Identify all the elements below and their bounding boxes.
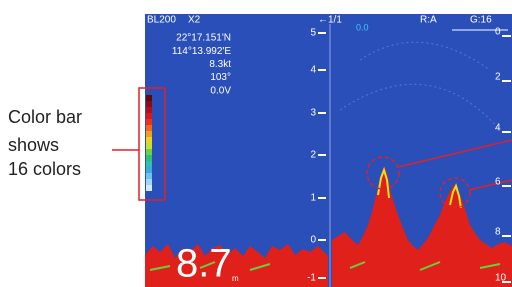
right-scale-label: 2: [495, 72, 501, 83]
color-segment: [146, 119, 152, 125]
color-segment: [146, 185, 152, 191]
color-segment: [146, 167, 152, 173]
offset-label: 0.0: [356, 22, 369, 32]
right-scale-label: 8: [495, 227, 501, 238]
page-arrow: ←: [318, 15, 328, 26]
color-segment: [146, 149, 152, 155]
annotation: Color bar shows 16 colors: [8, 107, 82, 179]
right-scale-label: 0: [495, 27, 501, 38]
left-scale-label: 4: [310, 65, 316, 76]
depth-value: 8.7: [176, 242, 232, 286]
left-scale-label: 3: [310, 108, 316, 119]
left-scale-label: 1: [310, 193, 316, 204]
annotation-line: 16 colors: [8, 159, 81, 179]
left-scale-label: 5: [310, 28, 316, 39]
color-segment: [146, 113, 152, 119]
color-segment: [146, 95, 152, 101]
depth-unit: m: [232, 274, 239, 283]
color-segment: [146, 137, 152, 143]
left-scale-label: -1: [307, 273, 316, 284]
left-scale-label: 2: [310, 150, 316, 161]
info-line: 0.0V: [210, 85, 231, 96]
color-segment: [146, 173, 152, 179]
model-label: BL200: [147, 15, 176, 26]
left-scale-label: 0: [310, 235, 316, 246]
color-segment: [146, 107, 152, 113]
color-segment: [146, 179, 152, 185]
info-line: 103°: [210, 72, 231, 83]
gain-label: G:16: [470, 15, 492, 26]
color-segment: [146, 143, 152, 149]
right-scale-label: 6: [495, 177, 501, 188]
color-bar: [146, 95, 152, 191]
color-segment: [146, 161, 152, 167]
right-scale-label: 4: [495, 123, 501, 134]
color-segment: [146, 125, 152, 131]
color-segment: [146, 131, 152, 137]
screenshot: Color bar shows 16 colors BL200 X2 ← 1/1…: [0, 0, 512, 287]
annotation-line: Color bar: [8, 107, 82, 127]
info-line: 114°13.992'E: [172, 46, 231, 57]
page-label: 1/1: [328, 15, 342, 26]
range-label: R:A: [420, 15, 437, 26]
color-segment: [146, 155, 152, 161]
annotation-line: shows: [8, 135, 59, 155]
color-segment: [146, 101, 152, 107]
info-line: 8.3kt: [209, 59, 231, 70]
info-line: 22°17.151'N: [176, 33, 231, 44]
zoom-label: X2: [188, 15, 201, 26]
